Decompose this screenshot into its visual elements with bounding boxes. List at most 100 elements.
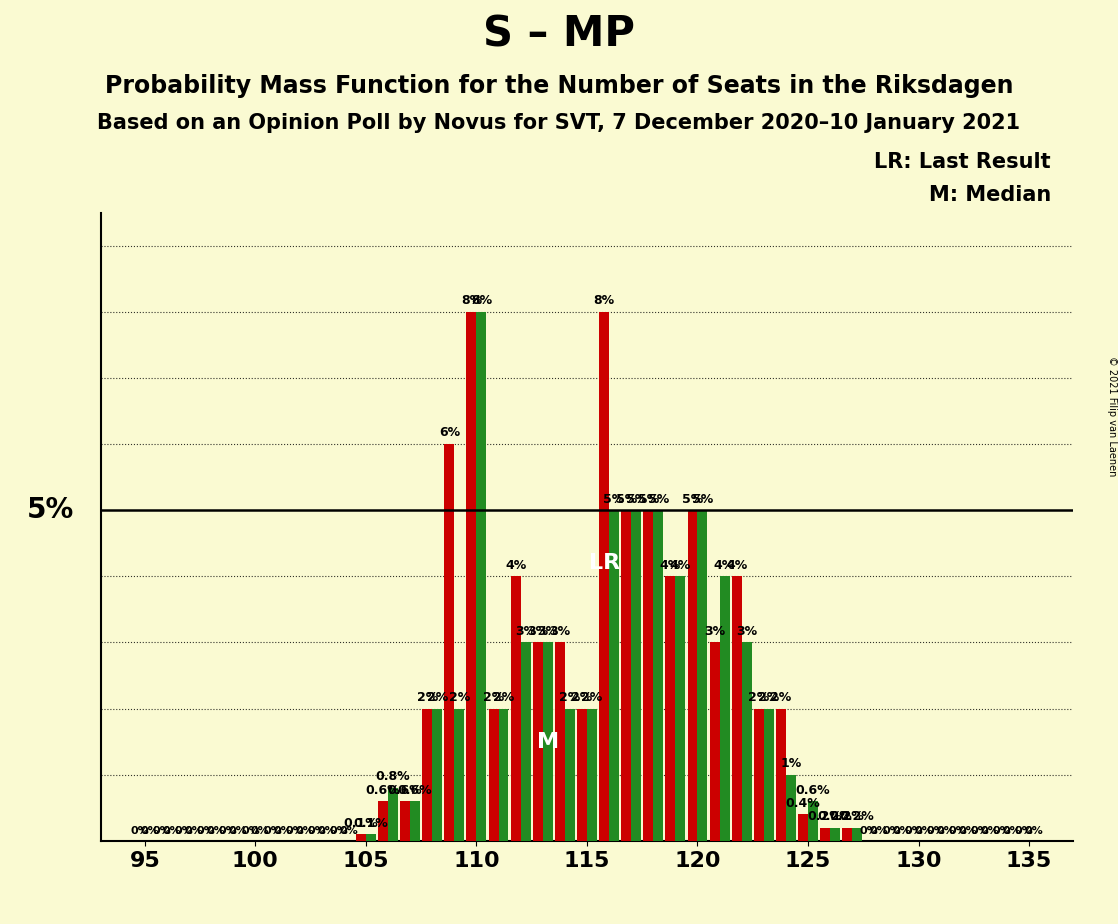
Text: 0%: 0% <box>993 826 1012 836</box>
Bar <box>698 510 708 841</box>
Text: 3%: 3% <box>537 625 558 638</box>
Text: 4%: 4% <box>660 559 681 572</box>
Text: 2%: 2% <box>559 691 580 704</box>
Text: 0%: 0% <box>948 826 967 836</box>
Text: 5%: 5% <box>27 496 74 524</box>
Text: 2%: 2% <box>483 691 504 704</box>
Bar <box>710 642 720 841</box>
Text: 0%: 0% <box>340 826 358 836</box>
Text: 0%: 0% <box>241 826 259 836</box>
Text: 0.1%: 0.1% <box>343 817 378 830</box>
Bar <box>720 577 730 841</box>
Bar <box>665 577 675 841</box>
Text: 8%: 8% <box>594 294 615 307</box>
Text: 0%: 0% <box>295 826 314 836</box>
Bar <box>454 709 464 841</box>
Bar <box>489 709 499 841</box>
Bar <box>433 709 442 841</box>
Bar <box>643 510 653 841</box>
Text: 0%: 0% <box>958 826 977 836</box>
Text: LR: Last Result: LR: Last Result <box>874 152 1051 173</box>
Text: 0%: 0% <box>141 826 159 836</box>
Text: 0.2%: 0.2% <box>840 810 874 823</box>
Bar <box>830 828 840 841</box>
Text: 0.6%: 0.6% <box>398 784 433 796</box>
Text: Probability Mass Function for the Number of Seats in the Riksdagen: Probability Mass Function for the Number… <box>105 74 1013 98</box>
Bar <box>675 577 685 841</box>
Text: 2%: 2% <box>758 691 779 704</box>
Text: 0%: 0% <box>285 826 304 836</box>
Bar <box>577 709 587 841</box>
Bar <box>632 510 641 841</box>
Text: 0%: 0% <box>1025 826 1043 836</box>
Text: © 2021 Filip van Laenen: © 2021 Filip van Laenen <box>1108 356 1117 476</box>
Text: 4%: 4% <box>714 559 736 572</box>
Bar <box>388 788 398 841</box>
Bar <box>732 577 741 841</box>
Text: 0.8%: 0.8% <box>376 771 410 784</box>
Text: 0%: 0% <box>307 826 326 836</box>
Text: 0.6%: 0.6% <box>388 784 423 796</box>
Text: 4%: 4% <box>670 559 691 572</box>
Text: 3%: 3% <box>549 625 570 638</box>
Text: 0%: 0% <box>892 826 911 836</box>
Text: 0%: 0% <box>207 826 226 836</box>
Text: 0%: 0% <box>184 826 203 836</box>
Text: 0%: 0% <box>229 826 247 836</box>
Bar <box>410 801 420 841</box>
Bar <box>776 709 786 841</box>
Text: 5%: 5% <box>682 492 703 505</box>
Text: 0.4%: 0.4% <box>786 796 821 809</box>
Text: 0%: 0% <box>197 826 216 836</box>
Text: 0%: 0% <box>980 826 999 836</box>
Text: 0%: 0% <box>915 826 932 836</box>
Bar <box>808 801 818 841</box>
Text: 1%: 1% <box>780 757 802 770</box>
Text: 2%: 2% <box>581 691 603 704</box>
Text: 5%: 5% <box>625 492 646 505</box>
Text: 0%: 0% <box>263 826 282 836</box>
Text: 0%: 0% <box>904 826 923 836</box>
Text: 0%: 0% <box>330 826 348 836</box>
Text: 0%: 0% <box>927 826 945 836</box>
Bar <box>444 444 454 841</box>
Bar <box>542 642 552 841</box>
Text: LR: LR <box>588 553 619 573</box>
Text: 8%: 8% <box>471 294 492 307</box>
Text: Based on an Opinion Poll by Novus for SVT, 7 December 2020–10 January 2021: Based on an Opinion Poll by Novus for SV… <box>97 113 1021 133</box>
Bar <box>599 311 609 841</box>
Bar <box>688 510 698 841</box>
Text: 0%: 0% <box>970 826 989 836</box>
Text: 0%: 0% <box>1015 826 1033 836</box>
Text: 0%: 0% <box>174 826 193 836</box>
Bar <box>378 801 388 841</box>
Bar <box>423 709 433 841</box>
Bar <box>741 642 751 841</box>
Bar <box>852 828 862 841</box>
Bar <box>609 510 619 841</box>
Text: 0%: 0% <box>250 826 269 836</box>
Text: 2%: 2% <box>748 691 769 704</box>
Text: 0.2%: 0.2% <box>817 810 852 823</box>
Text: 4%: 4% <box>726 559 747 572</box>
Text: 0%: 0% <box>162 826 181 836</box>
Text: 5%: 5% <box>637 492 659 505</box>
Text: 0%: 0% <box>860 826 879 836</box>
Bar <box>821 828 830 841</box>
Text: 5%: 5% <box>616 492 637 505</box>
Text: 8%: 8% <box>461 294 482 307</box>
Text: 4%: 4% <box>505 559 527 572</box>
Text: 0.2%: 0.2% <box>808 810 843 823</box>
Text: 0%: 0% <box>1003 826 1022 836</box>
Text: 5%: 5% <box>692 492 713 505</box>
Bar <box>764 709 774 841</box>
Text: 0%: 0% <box>870 826 889 836</box>
Text: M: M <box>537 732 559 751</box>
Text: 5%: 5% <box>647 492 669 505</box>
Bar <box>511 577 521 841</box>
Bar <box>555 642 565 841</box>
Text: 0%: 0% <box>273 826 292 836</box>
Text: 2%: 2% <box>571 691 593 704</box>
Bar <box>587 709 597 841</box>
Bar <box>842 828 852 841</box>
